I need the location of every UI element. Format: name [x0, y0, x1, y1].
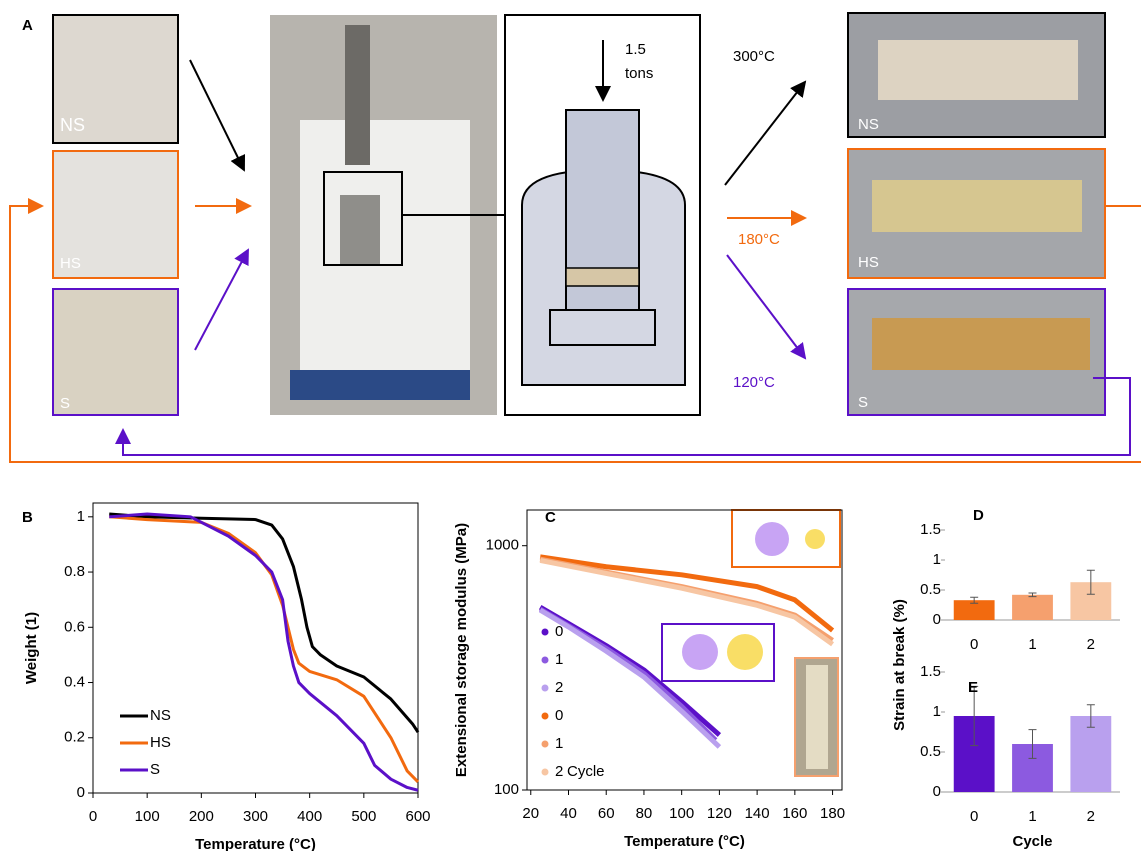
y-tick-label: 0	[933, 611, 941, 628]
x-tick-label: 140	[745, 805, 770, 822]
legend-marker	[542, 769, 549, 776]
powder-label: S	[60, 395, 70, 412]
x-tick-label: 40	[560, 805, 577, 822]
y-axis-label: Extensional storage modulus (MPa)	[453, 523, 470, 777]
x-axis-label: Cycle	[1012, 833, 1052, 850]
arrow	[727, 255, 805, 358]
powder-photo	[53, 289, 178, 415]
y-tick-label: 1.5	[920, 521, 941, 538]
plot-frame	[93, 503, 418, 793]
x-tick-label: 500	[351, 808, 376, 825]
powder-label: HS	[60, 255, 81, 272]
legend-label: 2	[555, 679, 563, 696]
arrow	[725, 82, 805, 185]
x-tick-label: 160	[782, 805, 807, 822]
legend-label: S	[150, 761, 160, 778]
x-tick-label: 100	[669, 805, 694, 822]
x-tick-label: 120	[707, 805, 732, 822]
legend-marker	[542, 713, 549, 720]
x-tick-label: 0	[970, 636, 978, 653]
y-axis-label: Weight (1)	[23, 612, 40, 684]
x-tick-label: 2	[1087, 636, 1095, 653]
legend-label: 2	[555, 763, 563, 780]
legend-marker	[542, 741, 549, 748]
bar	[1012, 595, 1053, 620]
y-tick-label: 100	[494, 781, 519, 798]
inset-icon	[755, 522, 789, 556]
bar-sample	[872, 180, 1082, 232]
y-tick-label: 1	[933, 703, 941, 720]
legend-label: 0	[555, 707, 563, 724]
press-screw	[345, 25, 370, 165]
x-tick-label: 1	[1028, 808, 1036, 825]
x-tick-label: 400	[297, 808, 322, 825]
series-line	[109, 514, 418, 732]
bar-sample	[872, 318, 1090, 370]
inset-icon	[805, 529, 825, 549]
x-axis-label: Temperature (°C)	[195, 836, 316, 851]
legend-title: Cycle	[567, 763, 605, 780]
panel-label: C	[545, 509, 556, 526]
bar-sample	[878, 40, 1078, 100]
x-tick-label: 180	[820, 805, 845, 822]
x-tick-label: 300	[243, 808, 268, 825]
legend-label: HS	[150, 734, 171, 751]
y-tick-label: 0.4	[64, 673, 85, 690]
sample-layer	[566, 268, 639, 286]
figure: A NS HS S 1.5 tons 300°C 180°C 120°C	[0, 0, 1141, 851]
inset-icon	[727, 634, 763, 670]
arrow	[190, 60, 244, 170]
y-tick-label: 1000	[486, 537, 519, 554]
panel-label: A	[22, 17, 33, 34]
legend-marker	[542, 629, 549, 636]
x-tick-label: 80	[636, 805, 653, 822]
bar-label: NS	[858, 116, 879, 133]
die-bottom	[550, 310, 655, 345]
y-tick-label: 1	[77, 508, 85, 525]
x-tick-label: 2	[1087, 808, 1095, 825]
y-tick-label: 1	[933, 551, 941, 568]
x-axis-label: Temperature (°C)	[624, 833, 745, 850]
legend-label: 1	[555, 735, 563, 752]
legend-label: NS	[150, 707, 171, 724]
temperature: 180°C	[738, 231, 780, 248]
panel-label: E	[968, 679, 978, 696]
x-tick-label: 0	[89, 808, 97, 825]
legend-marker	[542, 657, 549, 664]
x-tick-label: 200	[189, 808, 214, 825]
bar-label: HS	[858, 254, 879, 271]
y-tick-label: 0.6	[64, 618, 85, 635]
y-tick-label: 0.2	[64, 729, 85, 746]
arrow	[195, 250, 248, 350]
x-tick-label: 600	[405, 808, 430, 825]
y-tick-label: 0.5	[920, 581, 941, 598]
inset-sample	[806, 665, 828, 769]
powder-label: NS	[60, 115, 85, 135]
inset-icon	[682, 634, 718, 670]
temperature: 120°C	[733, 374, 775, 391]
press-base	[290, 370, 470, 400]
panel-a: A NS HS S 1.5 tons 300°C 180°C 120°C	[10, 13, 1141, 462]
force-unit: tons	[625, 65, 653, 82]
y-tick-label: 0.8	[64, 563, 85, 580]
x-tick-label: 100	[135, 808, 160, 825]
legend-marker	[542, 685, 549, 692]
y-tick-label: 0.5	[920, 743, 941, 760]
x-tick-label: 20	[522, 805, 539, 822]
y-axis-label: Strain at break (%)	[891, 599, 908, 731]
x-tick-label: 1	[1028, 636, 1036, 653]
panel-label: B	[22, 509, 33, 526]
press-frame	[300, 120, 470, 370]
x-tick-label: 60	[598, 805, 615, 822]
y-tick-label: 0	[933, 783, 941, 800]
force-value: 1.5	[625, 41, 646, 58]
panel-label: D	[973, 507, 984, 524]
temperature: 300°C	[733, 48, 775, 65]
legend-label: 1	[555, 651, 563, 668]
press-die	[340, 195, 380, 265]
y-tick-label: 1.5	[920, 663, 941, 680]
bar-label: S	[858, 394, 868, 411]
x-tick-label: 0	[970, 808, 978, 825]
y-tick-label: 0	[77, 784, 85, 801]
